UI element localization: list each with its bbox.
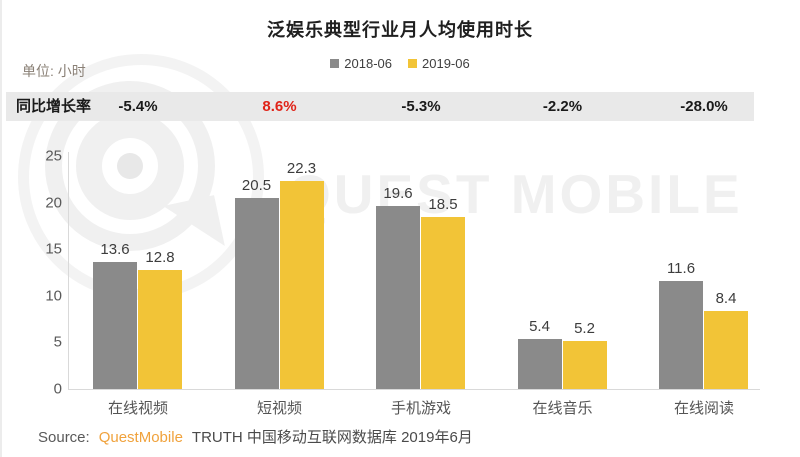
bar-2019-06-在线音乐 xyxy=(562,340,607,389)
y-axis-tick-15: 15 xyxy=(45,240,62,258)
yoy-growth-value: -5.4% xyxy=(118,98,158,115)
bar-value-label: 12.8 xyxy=(145,248,175,266)
legend-item-2018-06: 2018-06 xyxy=(330,56,392,71)
yoy-growth-value: 8.6% xyxy=(262,98,297,115)
bar-2018-06-在线阅读 xyxy=(659,280,703,389)
watermark-logo-center-dot xyxy=(117,153,143,179)
category-label-在线视频: 在线视频 xyxy=(107,400,169,417)
yoy-growth-label: 同比增长率 xyxy=(16,98,92,115)
bar-2018-06-短视频 xyxy=(234,197,279,389)
bar-2018-06-手机游戏 xyxy=(376,206,420,389)
page-left-edge xyxy=(0,0,2,457)
bar-2019-06-在线阅读 xyxy=(704,310,748,389)
bar-value-label: 20.5 xyxy=(241,176,272,194)
bar-value-label: 13.6 xyxy=(100,241,130,259)
legend-label: 2018-06 xyxy=(344,56,392,71)
bar-value-label: 8.4 xyxy=(715,289,737,307)
category-label-手机游戏: 手机游戏 xyxy=(390,400,452,417)
legend-label: 2019-06 xyxy=(422,56,470,71)
y-axis-tick-25: 25 xyxy=(45,147,62,165)
source-line: Source: QuestMobile TRUTH 中国移动互联网数据库 201… xyxy=(38,426,473,447)
bar-value-label: 11.6 xyxy=(666,259,696,277)
chart-title: 泛娱乐典型行业月人均使用时长 xyxy=(267,20,533,40)
bar-value-label: 5.4 xyxy=(529,317,550,335)
yoy-growth-band: 同比增长率 -5.4% 8.6% -5.3% -2.2% -28.0% xyxy=(6,92,754,121)
legend-swatch-2018-06 xyxy=(330,59,340,68)
y-axis-tick-20: 20 xyxy=(45,194,62,212)
bar-2018-06-在线音乐 xyxy=(517,338,562,389)
bar-value-label: 19.6 xyxy=(383,185,413,203)
y-axis-tick-0: 0 xyxy=(53,380,62,398)
source-rest: TRUTH 中国移动互联网数据库 2019年6月 xyxy=(191,429,473,446)
bar-2018-06-在线视频 xyxy=(93,262,137,389)
legend: 2018-06 2019-06 xyxy=(0,56,800,71)
category-label-短视频: 短视频 xyxy=(256,400,303,417)
legend-swatch-2019-06 xyxy=(408,59,417,68)
source-brand: QuestMobile xyxy=(98,429,183,446)
bar-2019-06-短视频 xyxy=(279,181,324,389)
source-prefix: Source: xyxy=(38,429,90,446)
category-label-在线阅读: 在线阅读 xyxy=(673,400,735,417)
yoy-growth-value: -2.2% xyxy=(542,98,583,115)
bar-2019-06-手机游戏 xyxy=(421,216,465,389)
watermark-text: QUEST MOBILE xyxy=(288,163,743,225)
yoy-growth-value: -5.3% xyxy=(401,98,441,115)
x-axis-line xyxy=(68,389,760,390)
bar-value-label: 5.2 xyxy=(574,319,595,337)
y-axis-line xyxy=(68,152,69,389)
category-label-在线音乐: 在线音乐 xyxy=(532,400,593,417)
bar-value-label: 22.3 xyxy=(286,160,317,178)
bar-value-label: 18.5 xyxy=(428,195,458,213)
legend-item-2019-06: 2019-06 xyxy=(408,56,470,71)
unit-label: 单位: 小时 xyxy=(22,63,86,79)
y-axis-tick-10: 10 xyxy=(45,287,62,305)
bar-2019-06-在线视频 xyxy=(138,269,182,389)
yoy-growth-value: -28.0% xyxy=(680,98,728,115)
y-axis-tick-5: 5 xyxy=(53,333,62,351)
